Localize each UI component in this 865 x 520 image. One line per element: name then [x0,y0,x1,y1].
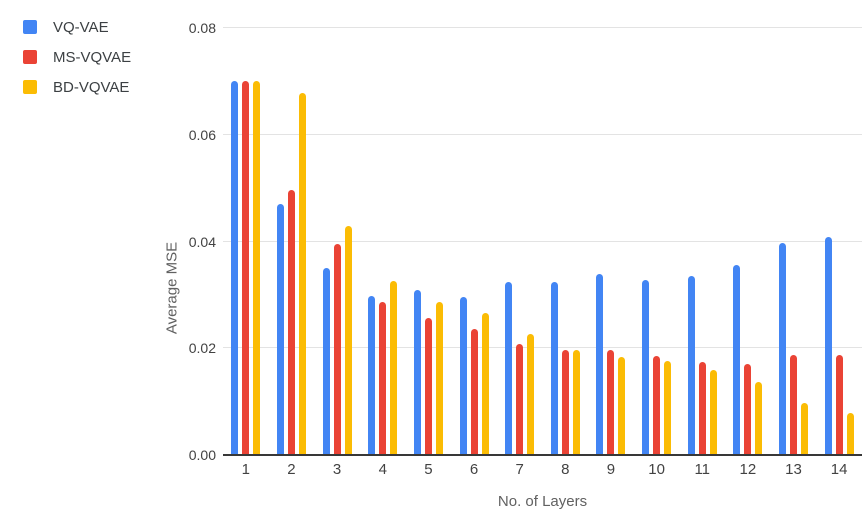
bar-vq-vae-layer-3 [322,268,330,455]
legend-item-bd-vqvae: BD-VQVAE [23,72,131,102]
bar-group-2 [269,28,315,455]
bar-group-9 [588,28,634,455]
legend-item-ms-vqvae: MS-VQVAE [23,42,131,72]
bar-ms-vqvae-layer-8 [561,350,569,455]
bar-vq-vae-layer-7 [505,281,513,455]
x-tick-label: 5 [424,461,433,478]
bar-vq-vae-layer-9 [596,273,604,455]
x-tick-label: 11 [694,461,711,478]
bar-ms-vqvae-layer-4 [379,302,387,455]
bar-group-1 [223,28,269,455]
legend-swatch [23,50,37,64]
bar-vq-vae-layer-14 [824,237,832,455]
y-tick-label: 0.00 [188,447,216,463]
legend-label: VQ-VAE [53,18,109,36]
bar-bd-vqvae-layer-3 [344,225,352,455]
bar-ms-vqvae-layer-1 [242,81,250,455]
bar-vq-vae-layer-8 [550,281,558,455]
bar-bd-vqvae-layer-12 [755,381,763,455]
y-tick-label: 0.06 [188,126,216,143]
bar-bd-vqvae-layer-10 [664,361,672,455]
y-tick-label: 0.02 [188,340,216,357]
bar-bd-vqvae-layer-11 [709,370,717,455]
x-tick-label: 8 [561,461,570,478]
bar-bd-vqvae-layer-14 [846,412,854,455]
gridline [223,133,862,135]
bar-vq-vae-layer-11 [687,275,695,455]
gridline [223,240,862,242]
bar-vq-vae-layer-10 [642,280,650,455]
bar-group-6 [451,28,497,455]
bar-bd-vqvae-layer-8 [572,350,580,455]
x-tick-label: 7 [515,461,524,478]
bar-ms-vqvae-layer-3 [333,243,341,455]
bar-bd-vqvae-layer-1 [253,81,261,455]
bars-area [223,28,862,455]
bar-ms-vqvae-layer-6 [470,328,478,455]
bar-group-8 [542,28,588,455]
bar-bd-vqvae-layer-7 [527,333,535,455]
bar-group-7 [497,28,543,455]
x-tick-label: 6 [469,461,479,478]
x-tick-label: 9 [606,461,616,478]
bar-ms-vqvae-layer-14 [835,354,843,455]
bar-vq-vae-layer-1 [231,81,239,455]
chart-legend: VQ-VAE MS-VQVAE BD-VQVAE [23,12,131,102]
bar-bd-vqvae-layer-5 [435,302,443,455]
legend-label: BD-VQVAE [53,78,130,96]
bar-group-11 [679,28,725,455]
bar-ms-vqvae-layer-2 [287,189,295,455]
x-tick-label: 2 [287,461,296,478]
bar-group-4 [360,28,406,455]
bar-bd-vqvae-layer-13 [801,402,808,455]
x-tick-label: 14 [830,461,848,478]
bar-group-12 [725,28,771,455]
y-tick-label: 0.08 [188,20,216,36]
x-tick-label: 3 [332,461,342,478]
plot-area [223,27,862,456]
x-axis-title: No. of Layers [497,493,588,510]
bar-ms-vqvae-layer-5 [424,318,432,455]
x-axis-labels: 1 2 3 4 5 6 7 8 9 10 11 12 13 14 [223,462,862,477]
bar-group-5 [406,28,452,455]
legend-item-vq-vae: VQ-VAE [23,12,131,42]
bar-ms-vqvae-layer-11 [698,361,706,455]
bar-vq-vae-layer-13 [779,243,786,455]
bar-group-14 [816,28,862,455]
bar-group-3 [314,28,360,455]
gridline [223,347,862,349]
bar-vq-vae-layer-2 [276,204,284,455]
bar-bd-vqvae-layer-4 [390,281,398,455]
x-tick-label: 12 [739,461,757,478]
bar-ms-vqvae-layer-7 [516,343,524,455]
y-axis-ticks: 0.00 0.02 0.04 0.06 0.08 [0,21,216,462]
x-axis-line [223,454,862,456]
bar-vq-vae-layer-12 [733,265,741,455]
bar-ms-vqvae-layer-13 [790,354,797,455]
bar-vq-vae-layer-4 [368,296,376,455]
x-tick-label: 4 [378,461,387,478]
bar-bd-vqvae-layer-2 [298,92,306,455]
legend-swatch [23,80,37,94]
bar-group-10 [634,28,680,455]
bar-vq-vae-layer-6 [459,297,467,455]
bar-ms-vqvae-layer-12 [744,363,752,455]
legend-swatch [23,20,37,34]
gridline [223,27,862,28]
bar-bd-vqvae-layer-9 [618,356,626,455]
x-tick-label: 13 [785,461,802,478]
y-tick-label: 0.04 [188,233,216,250]
bar-group-13 [771,28,817,455]
x-tick-label: 1 [241,461,250,478]
bar-bd-vqvae-layer-6 [481,313,489,455]
x-tick-label: 10 [648,461,665,478]
bar-ms-vqvae-layer-10 [653,355,661,455]
bar-vq-vae-layer-5 [413,289,421,455]
bar-ms-vqvae-layer-9 [607,349,615,455]
legend-label: MS-VQVAE [53,48,132,66]
